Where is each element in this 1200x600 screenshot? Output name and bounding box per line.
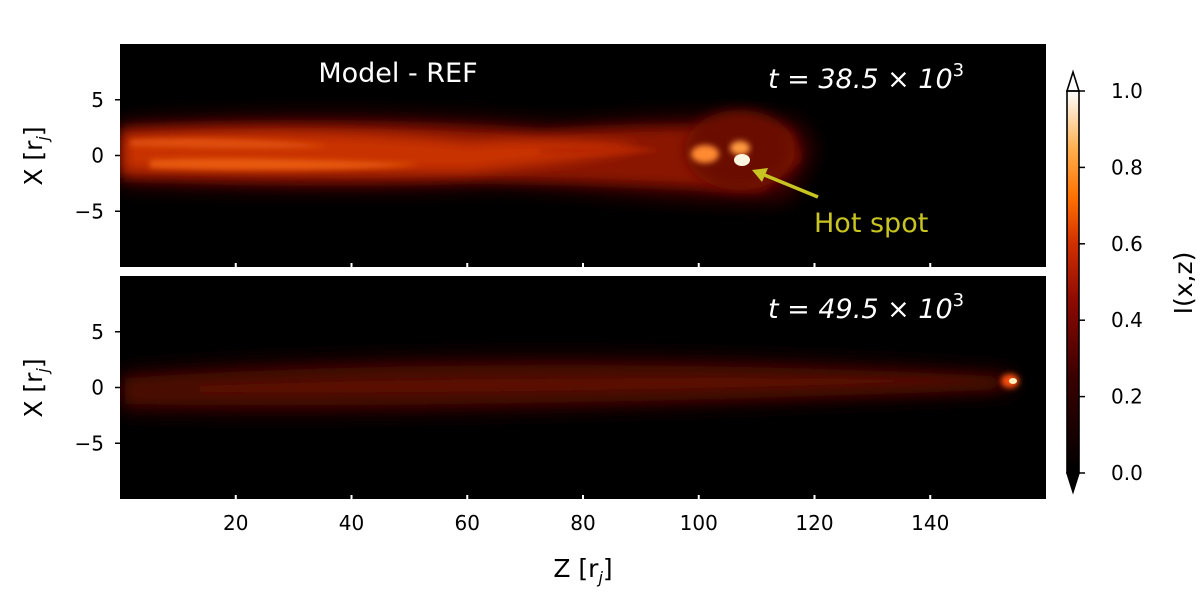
colorbar-tick-label: 0.8 — [1111, 155, 1143, 179]
y-axis-label-bottom: X [rj] — [19, 358, 52, 417]
y-axis-label-top: X [rj] — [19, 126, 52, 185]
hot-spot-arrow — [761, 172, 819, 199]
colorbar-tick-label: 0.0 — [1111, 461, 1143, 485]
colorbar-gradient — [1067, 91, 1079, 473]
colorbar-tick-label: 1.0 — [1111, 79, 1143, 103]
x-tick-label: 40 — [339, 511, 364, 535]
x-tick-label: 80 — [570, 511, 595, 535]
model-label: Model - REF — [318, 58, 477, 89]
panel-top-image — [120, 110, 815, 202]
colorbar-label: I(x,z) — [1169, 252, 1198, 315]
hot-spot-marker-bottom — [1009, 378, 1017, 384]
hot-spot-annotation: Hot spot — [814, 208, 928, 239]
colorbar-tick-label: 0.2 — [1111, 385, 1143, 409]
colorbar-extend-min — [1065, 472, 1081, 495]
colorbar-extend-max — [1065, 69, 1081, 92]
y-tick-label: −5 — [75, 199, 104, 223]
panel-bottom-image — [120, 356, 1019, 414]
y-tick-label: 0 — [91, 144, 104, 168]
x-tick-label: 120 — [795, 511, 833, 535]
colorbar: 0.0 0.2 0.4 0.6 0.8 1.0 I(x,z) — [1065, 69, 1198, 495]
x-tick-label: 60 — [455, 511, 480, 535]
time-label-bottom: t = 49.5 × 103 — [768, 290, 964, 325]
x-tick-label: 20 — [223, 511, 248, 535]
colorbar-tick-label: 0.4 — [1111, 308, 1143, 332]
x-axis-label: Z [rj] — [553, 554, 612, 587]
colorbar-outline — [1066, 90, 1080, 474]
y-tick-label: 0 — [91, 376, 104, 400]
panel-bottom: t = 49.5 × 103 — [120, 276, 1046, 499]
y-tick-label: 5 — [91, 88, 104, 112]
x-tick-label: 140 — [911, 511, 949, 535]
y-tick-label: 5 — [91, 320, 104, 344]
colorbar-ticks: 0.0 0.2 0.4 0.6 0.8 1.0 — [1079, 79, 1143, 485]
x-tick-label: 100 — [680, 511, 718, 535]
colorbar-tick-label: 0.6 — [1111, 232, 1143, 256]
panel-top: Model - REF t = 38.5 × 103 Hot spot — [120, 44, 1046, 267]
y-axis-top: 5 0 −5 — [75, 88, 120, 223]
hot-spot-marker-top — [734, 154, 750, 166]
y-axis-bottom: 5 0 −5 — [75, 320, 120, 455]
time-label-top: t = 38.5 × 103 — [768, 60, 964, 95]
hot-spot-arrowhead — [752, 168, 768, 182]
y-tick-label: −5 — [75, 431, 104, 455]
x-axis: 20 40 60 80 100 120 140 — [223, 263, 949, 535]
